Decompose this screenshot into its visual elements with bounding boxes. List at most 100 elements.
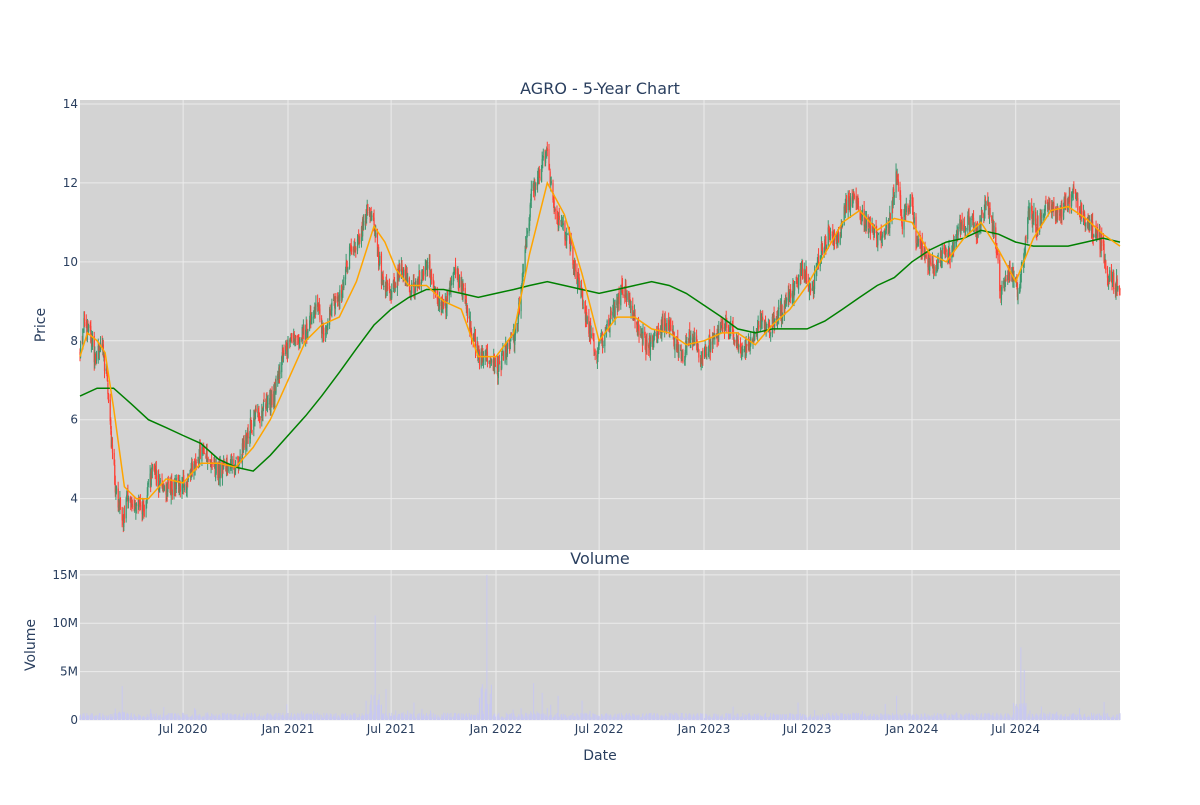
candle-body <box>576 280 579 287</box>
candle-body <box>636 321 638 325</box>
candle-body <box>107 395 110 402</box>
candle-body <box>310 313 312 322</box>
candle-body <box>680 351 682 360</box>
candle-body <box>748 339 750 344</box>
candle-body <box>676 339 678 349</box>
candle-body <box>1117 285 1119 290</box>
price-tick-label: 6 <box>70 413 78 427</box>
candle-body <box>609 313 612 320</box>
candle-body <box>538 169 540 178</box>
date-tick-label: Jul 2024 <box>990 722 1040 736</box>
candle-body <box>508 343 510 347</box>
candle-body <box>819 262 821 267</box>
candle-body <box>226 457 228 471</box>
candle-body <box>163 485 165 491</box>
candle-body <box>764 320 767 329</box>
candle-body <box>331 302 333 311</box>
candle-body <box>1024 237 1027 254</box>
candle-body <box>295 335 297 338</box>
candle-body <box>873 225 875 236</box>
candle-body <box>409 287 411 294</box>
candle-body <box>154 468 156 473</box>
candle-body <box>821 245 823 251</box>
candle-body <box>395 285 397 287</box>
candle-body <box>1080 205 1082 217</box>
candle-body <box>454 265 457 270</box>
candle-body <box>945 247 947 258</box>
candle-body <box>1072 187 1074 193</box>
candle-body <box>746 344 748 347</box>
candle-body <box>410 291 412 298</box>
candle-body <box>298 343 300 345</box>
candle-body <box>875 226 877 228</box>
candle-body <box>836 233 838 244</box>
candle-body <box>153 466 155 471</box>
candle-body <box>813 286 815 292</box>
candle-body <box>526 230 528 234</box>
candle-body <box>568 230 571 239</box>
candle-body <box>963 223 966 229</box>
candle-body <box>705 354 707 357</box>
candle-body <box>576 270 578 285</box>
candle-body <box>514 329 516 336</box>
candle-body <box>91 338 94 347</box>
candle-body <box>537 176 539 179</box>
candle-body <box>339 289 341 301</box>
candle-body <box>505 343 507 359</box>
candle-body <box>380 253 383 284</box>
candle-body <box>666 319 668 331</box>
candle-body <box>274 384 276 402</box>
candle-body <box>692 337 694 345</box>
candle-body <box>271 394 273 405</box>
candle-body <box>237 459 240 465</box>
candle-body <box>828 228 830 235</box>
candle-body <box>1077 198 1079 211</box>
candle-body <box>556 217 559 219</box>
candle-body <box>175 478 177 490</box>
candle-body <box>901 222 903 229</box>
candle-body <box>582 289 584 306</box>
candle-body <box>586 316 588 324</box>
candle-body <box>266 404 269 408</box>
candle-body <box>378 265 380 267</box>
candle-body <box>961 220 963 230</box>
candle-body <box>233 459 235 470</box>
candle-body <box>281 356 283 373</box>
candle-body <box>85 321 87 326</box>
candle-body <box>139 502 142 507</box>
candle-body <box>1067 197 1069 211</box>
candle-body <box>562 223 564 226</box>
candle-body <box>97 345 99 360</box>
candle-body <box>105 368 107 371</box>
candle-body <box>323 333 325 336</box>
candle-body <box>689 330 691 339</box>
candle-body <box>255 408 257 411</box>
candle-body <box>598 339 600 346</box>
candle-body <box>381 275 383 282</box>
chart-title: AGRO - 5-Year Chart <box>520 79 680 98</box>
candle-body <box>297 336 299 338</box>
candle-body <box>707 351 710 356</box>
candle-body <box>231 459 233 469</box>
candle-body <box>126 494 128 500</box>
candle-body <box>600 333 603 335</box>
candle-body <box>621 283 623 286</box>
candle-body <box>1074 189 1077 199</box>
candle-body <box>791 293 793 297</box>
candle-body <box>243 440 245 448</box>
candle-body <box>721 326 723 328</box>
candle-body <box>154 473 156 476</box>
candle-body <box>266 398 268 406</box>
candle-body <box>158 488 160 492</box>
candle-body <box>396 269 399 289</box>
candle-body <box>477 348 479 360</box>
candle-body <box>572 265 575 269</box>
date-tick-label: Jan 2023 <box>677 722 731 736</box>
candle-body <box>540 165 543 183</box>
candle-body <box>549 171 551 186</box>
candle-body <box>183 484 185 491</box>
candle-body <box>1041 215 1043 218</box>
candle-body <box>900 211 902 216</box>
candle-body <box>411 283 413 294</box>
candle-body <box>436 294 438 300</box>
